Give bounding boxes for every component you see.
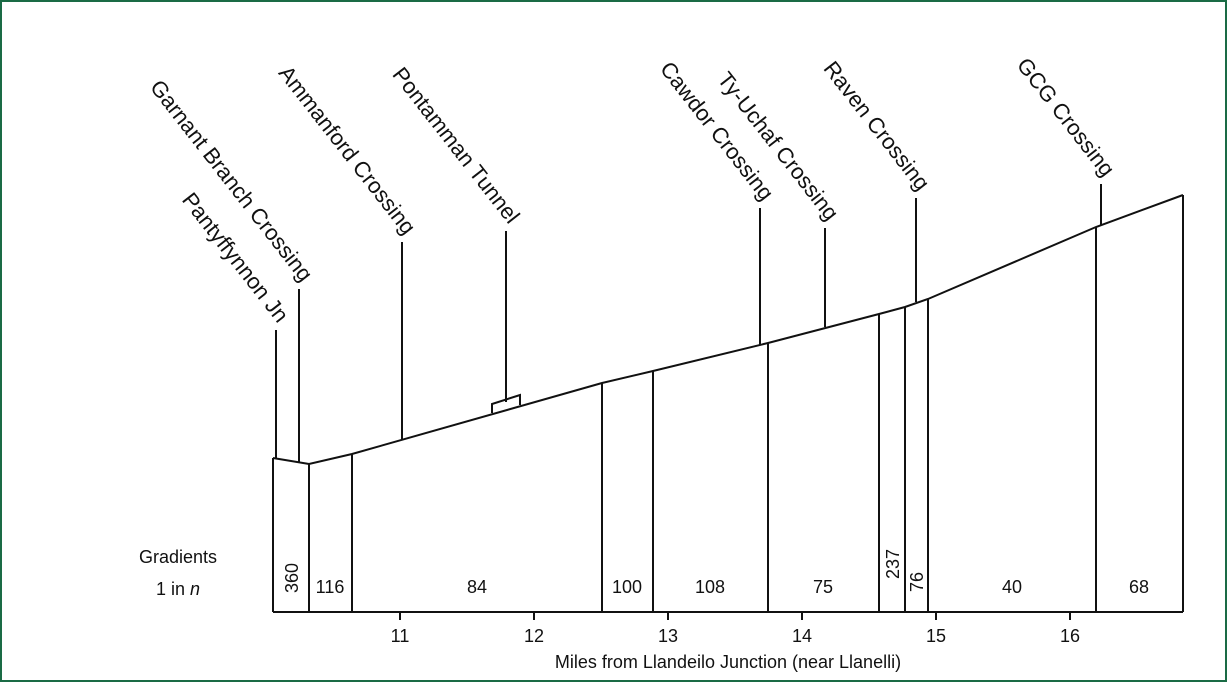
gradient-value: 100 — [612, 577, 642, 597]
x-tick-label: 15 — [926, 626, 946, 646]
x-tick-label: 12 — [524, 626, 544, 646]
location-label: Pontamman Tunnel — [388, 62, 525, 228]
x-tick-label: 16 — [1060, 626, 1080, 646]
gradients-unit-var: n — [190, 579, 200, 599]
gradient-value: 84 — [467, 577, 487, 597]
x-tick-label: 13 — [658, 626, 678, 646]
tunnel-symbol — [491, 393, 521, 413]
location-label: Raven Crossing — [819, 56, 935, 195]
x-axis-title: Miles from Llandeilo Junction (near Llan… — [555, 652, 901, 672]
gradient-value: 360 — [282, 563, 302, 593]
location-label: GCG Crossing — [1012, 53, 1120, 181]
gradient-value: 76 — [907, 572, 927, 592]
gradient-value: 75 — [813, 577, 833, 597]
gradient-value: 116 — [316, 577, 345, 597]
gradient-value: 108 — [695, 577, 725, 597]
gradients-unit-prefix: 1 in — [156, 579, 190, 599]
gradient-value: 40 — [1002, 577, 1022, 597]
gradients-label: Gradients — [139, 547, 217, 567]
x-tick-label: 14 — [792, 626, 812, 646]
gradient-value: 237 — [883, 549, 903, 579]
gradient-profile-line — [272, 194, 1184, 466]
gradients-unit-label: 1 in n — [156, 579, 200, 599]
x-tick-label: 11 — [391, 626, 410, 646]
gradient-value: 68 — [1129, 577, 1149, 597]
x-axis-ticks: 11 12 13 14 15 16 — [391, 612, 1080, 646]
